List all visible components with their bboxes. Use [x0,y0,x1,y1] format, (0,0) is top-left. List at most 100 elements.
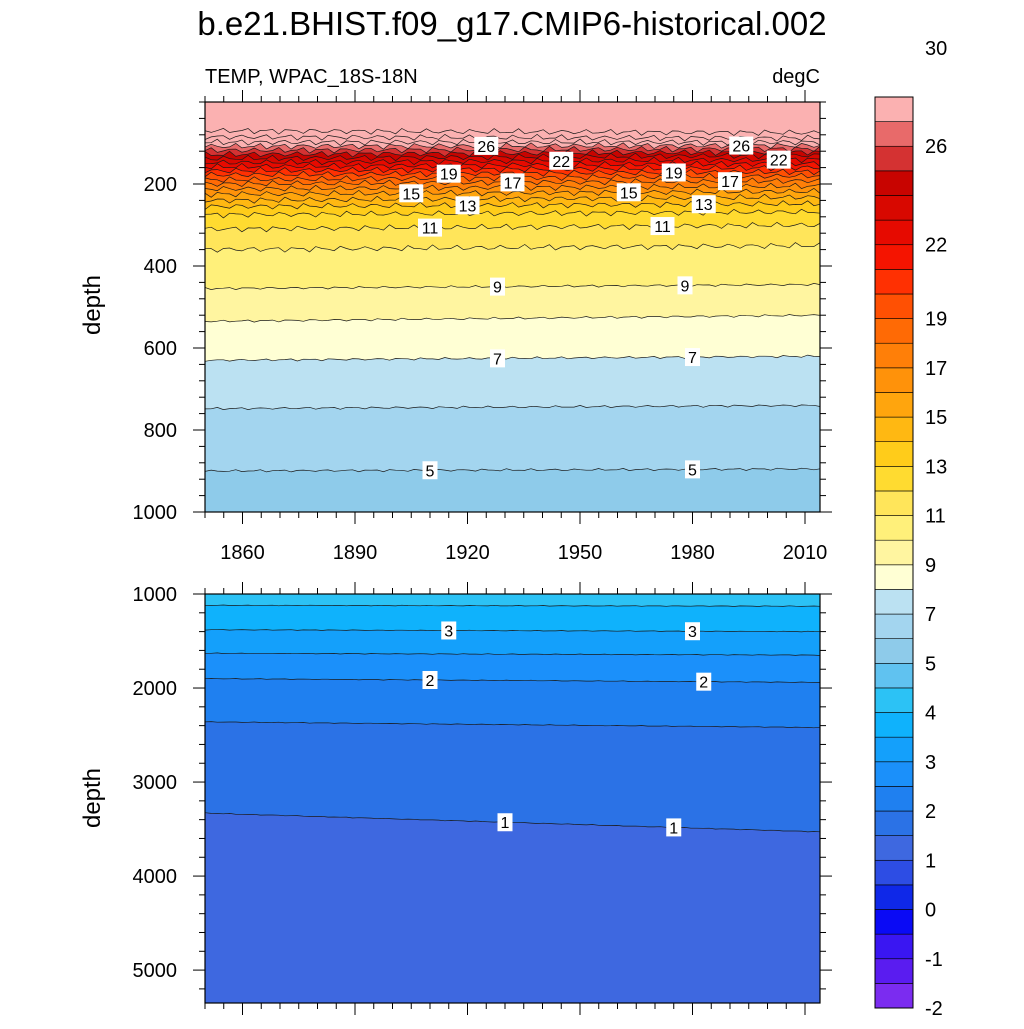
colorbar-swatch [874,589,914,615]
colorbar-frame [874,96,914,1009]
svg-text:9: 9 [493,280,502,297]
figure-title: b.e21.BHIST.f09_g17.CMIP6-historical.002 [197,5,826,42]
contour-label: 15 [399,184,424,203]
colorbar-swatch [874,515,914,541]
svg-text:2: 2 [426,673,435,690]
colorbar-swatch [874,835,914,861]
contour-line [205,187,820,198]
svg-text:3: 3 [444,623,453,640]
y-tick-label: 5000 [133,960,178,982]
contour-label: 9 [490,277,505,297]
svg-text:13: 13 [459,198,477,215]
colorbar-swatch [874,219,914,246]
colorbar-swatch [874,810,914,836]
contour-label: 7 [685,348,700,367]
svg-text:19: 19 [440,167,458,184]
contour-label: 11 [418,218,442,238]
colorbar-swatch [874,983,914,1009]
contour-line [205,156,820,166]
contour-label: 3 [685,622,700,641]
contour-band [205,594,820,607]
contour-line [205,354,820,362]
contour-line [205,652,820,656]
colorbar-swatch [874,662,914,689]
contour-line [205,208,820,219]
y-tick-label: 3000 [133,772,178,794]
colorbar-swatch [874,613,914,639]
colorbar: 30 26 22 19 17 15 13 11 9 7 5 4 3 2 1 0 -1 -2 [874,38,947,1020]
colorbar-swatch [874,466,914,492]
contour-line [205,721,820,729]
contour-line [205,133,820,142]
plot-frame [204,101,821,513]
svg-text:3: 3 [688,624,697,641]
colorbar-label: 2 [925,801,936,823]
contour-label: 7 [490,349,505,368]
colorbar-swatch [874,786,914,812]
contour-line [205,283,820,290]
contour-line [205,604,820,607]
colorbar-label: 19 [925,309,947,331]
colorbar-swatch [874,318,914,344]
contour-label: 5 [422,461,438,480]
y-tick-label: 600 [144,338,177,360]
svg-text:7: 7 [493,351,502,368]
lower-contour-panel: 3 3 2 2 1 1 1000 2000 3000 4000 5000 [133,582,832,1015]
contour-label: 5 [685,460,700,479]
contour-label: 19 [661,163,686,182]
colorbar-label: 5 [925,653,936,675]
colorbar-swatch [874,859,914,886]
contour-line [205,138,820,146]
y-tick-label: 800 [144,420,177,442]
svg-text:9: 9 [681,278,690,295]
colorbar-swatch [874,392,914,418]
colorbar-label: 3 [925,752,936,774]
contour-line [205,467,820,473]
svg-text:11: 11 [654,219,671,236]
contour-label: 15 [616,183,641,202]
svg-text:26: 26 [732,139,750,156]
svg-text:17: 17 [504,175,522,192]
contour-line [205,164,820,174]
y-tick-label: 1000 [133,584,178,606]
colorbar-swatch [874,170,914,196]
colorbar-swatch [874,244,914,270]
colorbar-swatch [874,958,914,984]
contour-label: 2 [696,672,712,692]
contour-line [205,128,820,136]
contour-line [205,242,820,253]
contour-band [205,102,820,136]
svg-text:22: 22 [552,154,570,171]
contour-label: 22 [549,151,574,171]
svg-text:7: 7 [688,350,697,367]
contour-label: 26 [729,136,754,156]
svg-text:1: 1 [501,815,510,832]
contour-line [205,404,820,410]
x-tick-label: 1860 [220,542,265,564]
colorbar-swatch [874,736,914,763]
colorbar-swatch [874,195,914,221]
contour-line [205,145,820,154]
colorbar-swatch [874,269,914,295]
contour-line [205,142,820,150]
colorbar-swatch [874,96,914,122]
svg-text:15: 15 [402,186,420,203]
colorbar-swatch [874,367,914,393]
colorbar-swatch [874,121,914,147]
colorbar-swatch [874,416,914,443]
y-tick-label: 4000 [133,866,178,888]
upper-contour-panel: 26 26 22 22 19 19 17 17 15 15 13 13 11 11 9 9 7 7 5 5 200 400… [133,90,832,564]
plot-frame [204,593,821,1004]
contour-line [205,314,820,323]
contour-line [205,629,820,633]
contour-label: 2 [422,670,438,690]
svg-text:5: 5 [426,463,435,480]
contour-label: 11 [650,217,675,236]
x-tick-label: 2010 [783,542,828,564]
y-tick-label: 400 [144,256,177,278]
svg-text:26: 26 [477,139,495,156]
y-tick-label: 1000 [133,502,178,524]
y-tick-label: 2000 [133,678,178,700]
colorbar-label: 4 [925,703,936,725]
